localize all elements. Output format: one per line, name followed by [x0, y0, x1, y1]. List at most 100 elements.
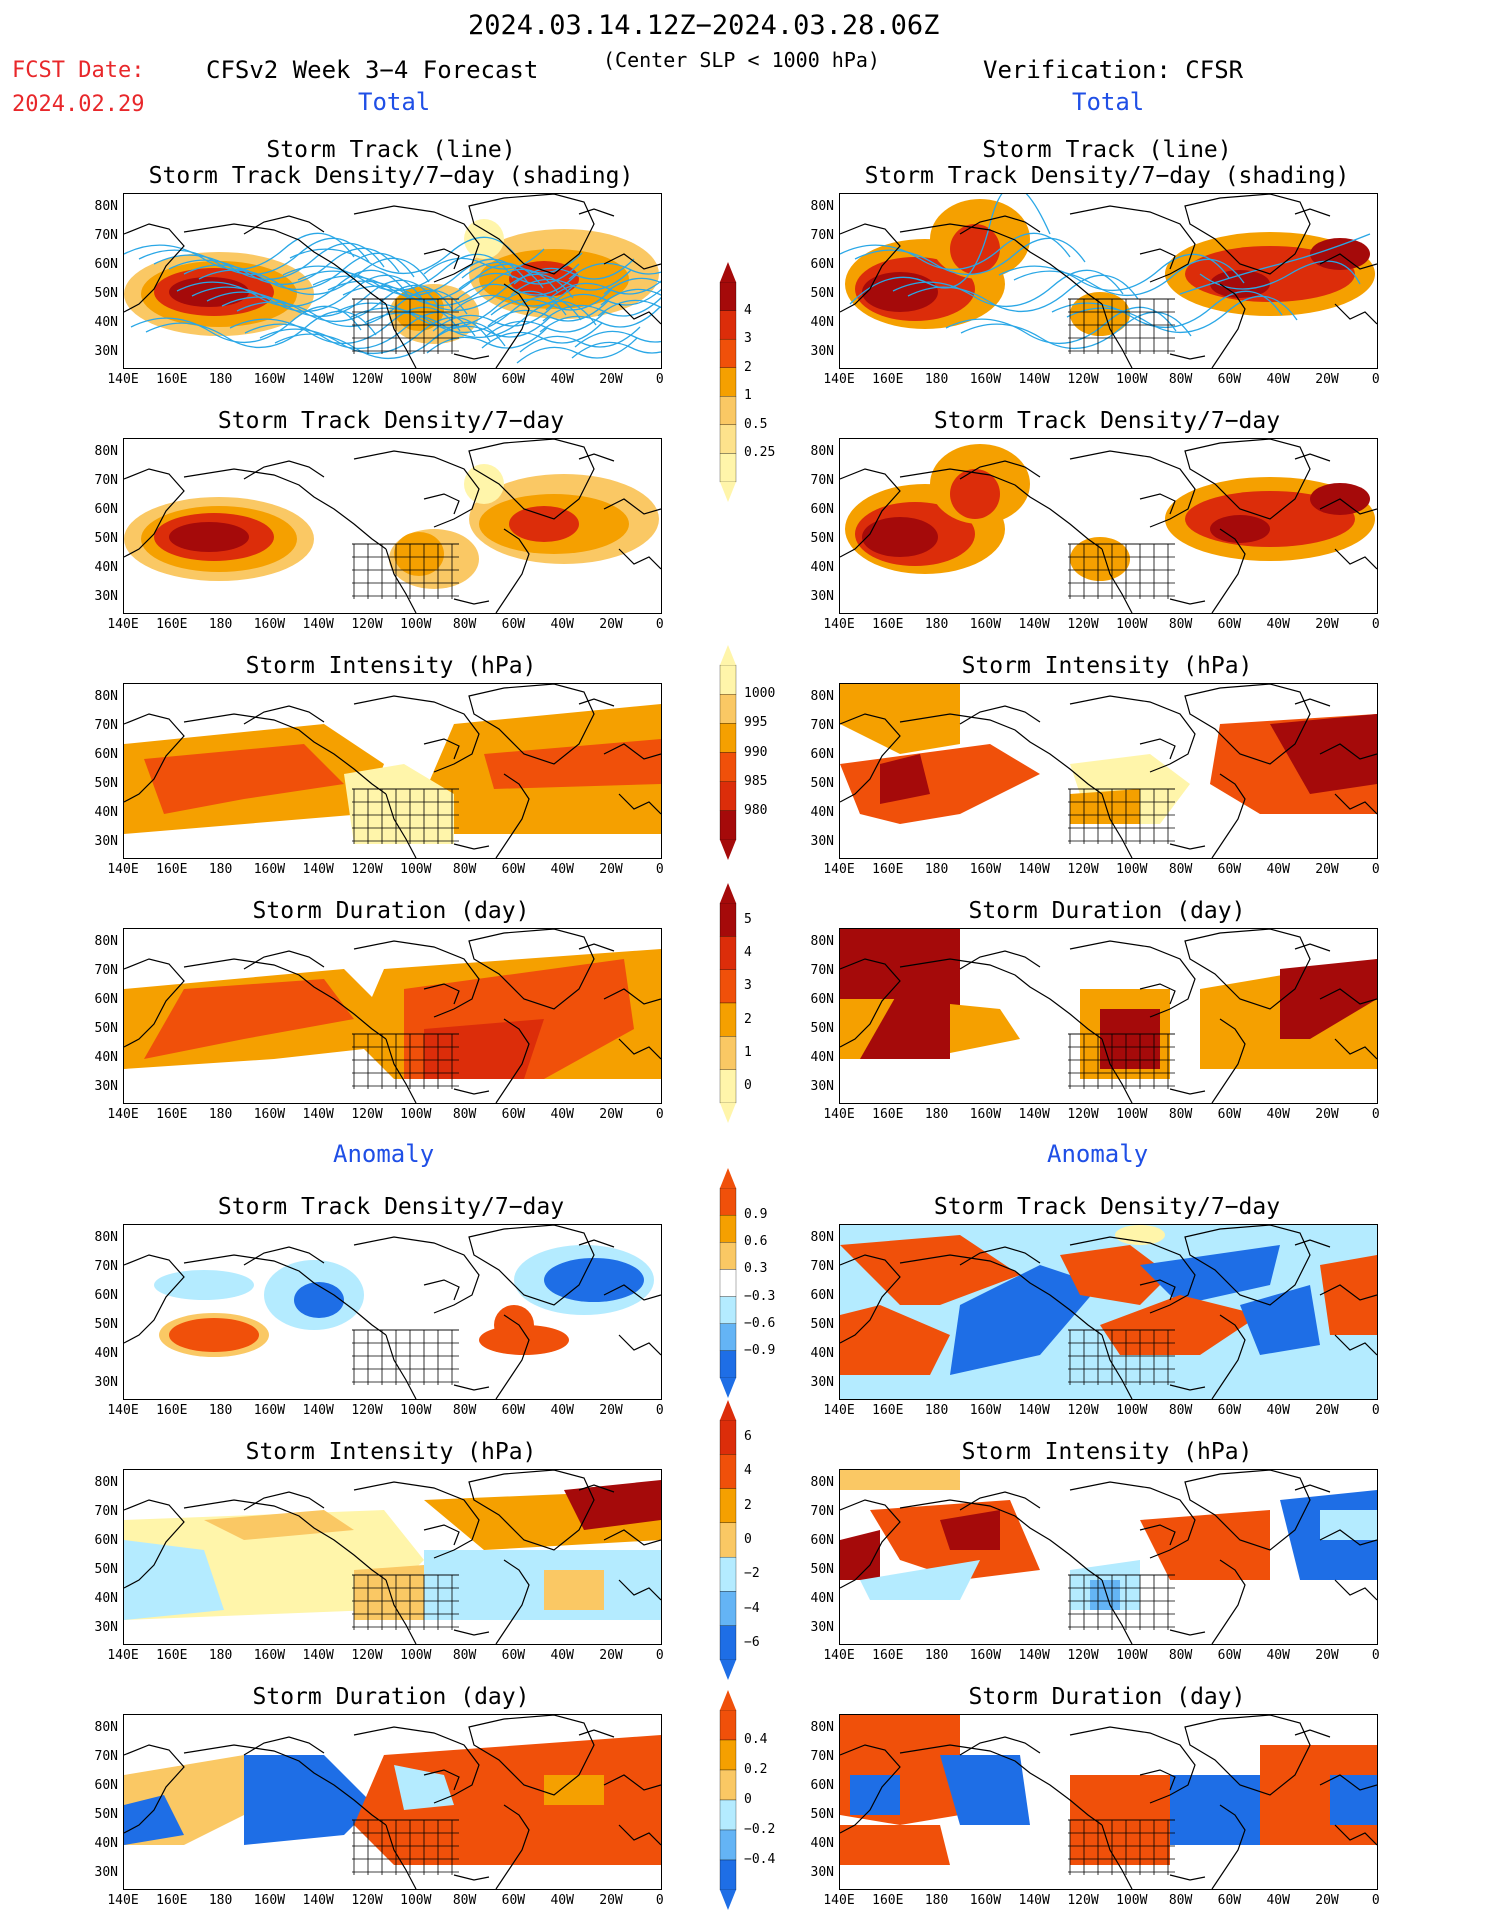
lon-label: 160W [969, 862, 1002, 877]
lon-label: 180 [924, 1893, 949, 1908]
lat-label: 60N [94, 747, 118, 762]
colorbar-arrow-top [720, 262, 736, 282]
lon-label: 80W [1168, 617, 1193, 632]
lon-label: 180 [924, 372, 949, 387]
lon-label: 120W [351, 1403, 383, 1418]
lat-label: 60N [94, 1288, 118, 1303]
anomaly-shade [244, 1755, 374, 1845]
map-panel-anom_density-verification [839, 1224, 1378, 1400]
map-canvas [124, 1715, 661, 1889]
lat-label: 40N [94, 805, 118, 820]
colorbar-swatch [719, 1069, 737, 1104]
lat-label: 70N [94, 228, 118, 243]
lon-label: 160W [253, 372, 286, 387]
lon-label: 60W [1217, 372, 1242, 387]
colorbar-label: −0.9 [744, 1342, 776, 1358]
map-canvas [840, 929, 1377, 1103]
colorbar-density-total [718, 262, 738, 506]
colorbar-arrow-top [720, 645, 736, 665]
map-panel-duration-forecast [123, 928, 662, 1104]
lat-label: 30N [94, 834, 118, 849]
lon-label: 160W [253, 862, 286, 877]
lon-label: 60W [501, 1893, 526, 1908]
lat-label: 70N [810, 228, 834, 243]
lon-label: 120W [351, 617, 383, 632]
lon-label: 160W [969, 1893, 1002, 1908]
colorbar-swatch [719, 396, 737, 426]
lon-label: 160W [253, 1107, 286, 1122]
map-canvas [124, 194, 661, 368]
lat-label: 40N [810, 1050, 834, 1065]
colorbar-swatch [719, 902, 737, 937]
duration-shade [860, 989, 950, 1059]
lat-label: 60N [810, 502, 834, 517]
panel-title: Storm Duration (day) [252, 1684, 530, 1710]
colorbar-swatch [719, 969, 737, 1004]
lat-label: 80N [94, 444, 118, 459]
anomaly-shade [544, 1258, 644, 1302]
lat-label: 70N [94, 718, 118, 733]
state-borders [1068, 1329, 1175, 1385]
anomaly-shade [1140, 1245, 1280, 1305]
lat-label: 30N [810, 834, 834, 849]
colorbar-swatch [719, 453, 737, 483]
lon-label: 180 [924, 1648, 949, 1663]
lon-label: 40W [1266, 1403, 1290, 1418]
colorbar-arrow-bottom [720, 1660, 736, 1680]
anomaly-shade [124, 1795, 184, 1845]
anomaly-shade [950, 1265, 1100, 1375]
density-shade [950, 224, 1000, 274]
lat-label: 40N [94, 560, 118, 575]
lat-label: 30N [810, 344, 834, 359]
duration-shade [424, 1019, 544, 1079]
lon-label: 140W [1018, 1893, 1050, 1908]
colorbar-arrow-top [720, 1690, 736, 1710]
colorbar-label: 3 [744, 331, 752, 347]
anomaly-shade [840, 1375, 1377, 1399]
lon-label: 120W [1067, 617, 1099, 632]
lon-label: 40W [1266, 1107, 1290, 1122]
coastline [124, 194, 661, 368]
lon-label: 0 [1371, 862, 1380, 877]
lon-label: 160W [253, 1893, 286, 1908]
anomaly-shade [1090, 1580, 1120, 1610]
anomaly-shade [860, 1560, 980, 1600]
map-panel-anom_intensity-forecast [123, 1469, 662, 1645]
colorbar-swatch [719, 367, 737, 397]
lon-label: 120W [1067, 1893, 1099, 1908]
coastline [840, 1715, 1377, 1889]
map-canvas [840, 1715, 1377, 1889]
lon-label: 160E [156, 1403, 188, 1418]
lon-label: 160W [969, 372, 1002, 387]
lat-label: 80N [810, 1720, 834, 1735]
lon-label: 20W [599, 372, 623, 387]
lat-label: 70N [94, 963, 118, 978]
lon-label: 40W [1266, 617, 1290, 632]
coastline [840, 684, 1377, 858]
colorbar-arrow-top [720, 883, 736, 903]
colorbar-swatch [719, 1522, 737, 1558]
lat-label: 60N [94, 257, 118, 272]
lon-label: 80W [1168, 1107, 1193, 1122]
criterion-text: (Center SLP < 1000 hPa) [603, 48, 880, 72]
lat-label: 40N [94, 1050, 118, 1065]
colorbar-swatch [719, 1488, 737, 1524]
lon-label: 160E [872, 1403, 904, 1418]
lat-label: 40N [810, 1836, 834, 1851]
lat-label: 80N [810, 689, 834, 704]
lon-label: 160E [872, 372, 904, 387]
lon-label: 140E [823, 1403, 855, 1418]
lon-label: 20W [599, 1403, 623, 1418]
panel-title: Storm Duration (day) [968, 1684, 1246, 1710]
period-title: 2024.03.14.12Z−2024.03.28.06Z [468, 10, 940, 41]
colorbar-swatch [719, 1859, 737, 1891]
intensity-shade [1070, 789, 1140, 824]
lat-label: 60N [810, 1778, 834, 1793]
lon-label: 160W [253, 1648, 286, 1663]
lon-label: 160E [872, 617, 904, 632]
lat-label: 60N [810, 257, 834, 272]
density-shade [169, 522, 249, 552]
lon-label: 40W [1266, 862, 1290, 877]
anomaly-shade [354, 1735, 661, 1865]
lat-label: 30N [94, 589, 118, 604]
